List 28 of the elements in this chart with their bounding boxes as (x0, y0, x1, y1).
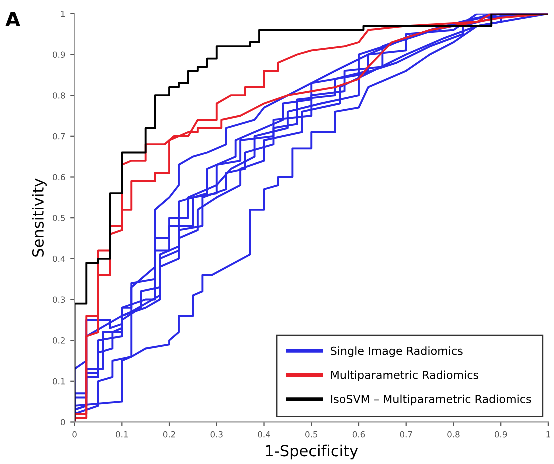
x-tick-label: 0.4 (258, 431, 270, 438)
x-tick-label: 0.8 (448, 431, 460, 438)
legend-label: Multiparametric Radiomics (331, 370, 479, 382)
y-tick-label: 0.4 (53, 256, 66, 262)
x-axis-title: 1-Specificity (266, 444, 358, 460)
x-tick-label: 0.6 (352, 431, 366, 438)
x-tick-label: 0.1 (116, 431, 128, 438)
y-axis-title: Sensitivity (32, 178, 47, 257)
legend-label: IsoSVM – Multiparametric Radiomics (331, 394, 532, 406)
y-tick-label: 0.2 (53, 338, 65, 344)
text: A (6, 12, 20, 26)
y-tick-label: 0.9 (53, 52, 66, 58)
y-tick-label: 0.6 (53, 174, 66, 181)
legend-label: Single Image Radiomics (331, 346, 463, 358)
x-tick-label: 0 (72, 431, 77, 438)
y-tick-label: 0.7 (53, 133, 66, 140)
x-tick-label: 0.5 (306, 431, 318, 438)
y-tick-label: 0 (61, 419, 66, 426)
y-tick-label: 0.1 (53, 378, 65, 385)
y-tick-label: 0.8 (53, 92, 66, 99)
x-tick-label: 0.3 (210, 431, 223, 438)
x-tick-label: 0.2 (163, 431, 176, 438)
x-tick-label: 0.9 (495, 431, 508, 438)
x-tick-label: 1 (546, 432, 550, 438)
y-tick-label: 1 (61, 11, 65, 18)
y-tick-label: 0.5 (53, 215, 66, 222)
x-tick-label: 0.7 (400, 431, 412, 438)
y-tick-label: 0.3 (53, 296, 66, 304)
